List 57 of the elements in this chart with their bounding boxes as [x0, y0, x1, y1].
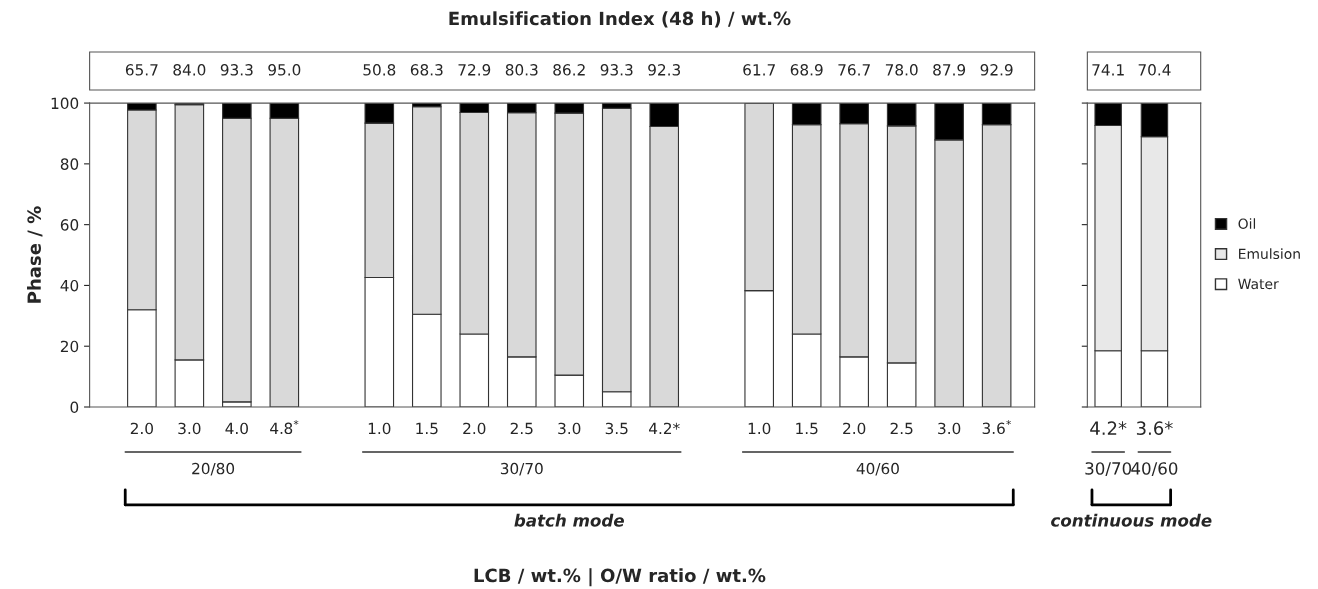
- data-label: 92.9: [980, 64, 1013, 76]
- x-tick-label: 4.0: [225, 422, 248, 435]
- x-tick-label: 3.5: [605, 422, 628, 435]
- data-label: 65.7: [125, 64, 158, 76]
- y-tick-label: 100: [51, 97, 79, 110]
- text: 20/80: [192, 462, 235, 476]
- x-tick-label: 1.0: [748, 422, 771, 435]
- text: 40/60: [856, 462, 899, 476]
- y-tick-label: 80: [60, 158, 79, 170]
- text: batch mode: [514, 513, 624, 527]
- x-tick-label: 2.0: [463, 422, 486, 435]
- data-label: 84.0: [173, 64, 206, 76]
- data-label: 93.3: [220, 64, 253, 76]
- text: continuous mode: [1051, 513, 1212, 527]
- x-tick-label: 2.5: [510, 422, 533, 435]
- data-label: 93.3: [600, 64, 633, 76]
- x-tick-label: 3.6*: [1136, 421, 1173, 436]
- x-tick-label: 2.0: [843, 422, 866, 435]
- y-tick-label: 0: [70, 401, 79, 414]
- text: 30/70: [1085, 462, 1132, 477]
- x-tick-label: 3.6$^{*}$: [982, 420, 1011, 435]
- x-tick-label: 2.5: [890, 422, 913, 435]
- data-label: 76.7: [838, 64, 870, 76]
- data-label: 92.3: [648, 64, 681, 76]
- data-label: 86.2: [553, 64, 585, 76]
- x-tick-label: 1.5: [796, 422, 818, 435]
- x-tick-label: 2.0: [130, 422, 153, 435]
- y-tick-label: 40: [60, 279, 79, 292]
- data-label: 87.9: [933, 64, 966, 76]
- legend-label: Water: [1238, 278, 1279, 290]
- data-label: 68.3: [410, 64, 443, 76]
- data-label: 70.4: [1138, 64, 1171, 76]
- x-tick-label: 4.2*: [649, 422, 680, 435]
- chart-title: Emulsification Index (48 h) / wt.%: [449, 11, 791, 28]
- x-tick-label: 4.8$^{*}$: [270, 420, 299, 435]
- x-tick-label: 3.0: [558, 422, 581, 435]
- data-label: 72.9: [458, 64, 491, 76]
- text: 40/60: [1131, 462, 1178, 477]
- x-tick-label: 1.0: [368, 422, 391, 435]
- y-tick-label: 20: [60, 340, 79, 353]
- legend-label: Emulsion: [1239, 248, 1300, 260]
- data-label: 61.7: [743, 64, 775, 76]
- legend-label: Oil: [1238, 218, 1256, 229]
- data-label: 80.3: [505, 64, 538, 76]
- x-tick-label: 3.0: [938, 422, 961, 435]
- text: 30/70: [500, 462, 543, 476]
- data-label: 68.9: [790, 64, 823, 76]
- x-axis-title: LCB / wt.% | O/W ratio / wt.%: [474, 568, 766, 587]
- y-axis-title: Phase / %: [27, 206, 43, 303]
- y-tick-label: 60: [60, 219, 79, 231]
- data-label: 50.8: [363, 64, 396, 76]
- x-tick-label: 1.5: [416, 422, 438, 435]
- x-tick-label: 4.2*: [1090, 421, 1127, 435]
- x-tick-label: 3.0: [178, 422, 201, 435]
- data-label: 78.0: [885, 64, 918, 76]
- data-label: 95.0: [268, 64, 301, 76]
- data-label: 74.1: [1092, 64, 1124, 76]
